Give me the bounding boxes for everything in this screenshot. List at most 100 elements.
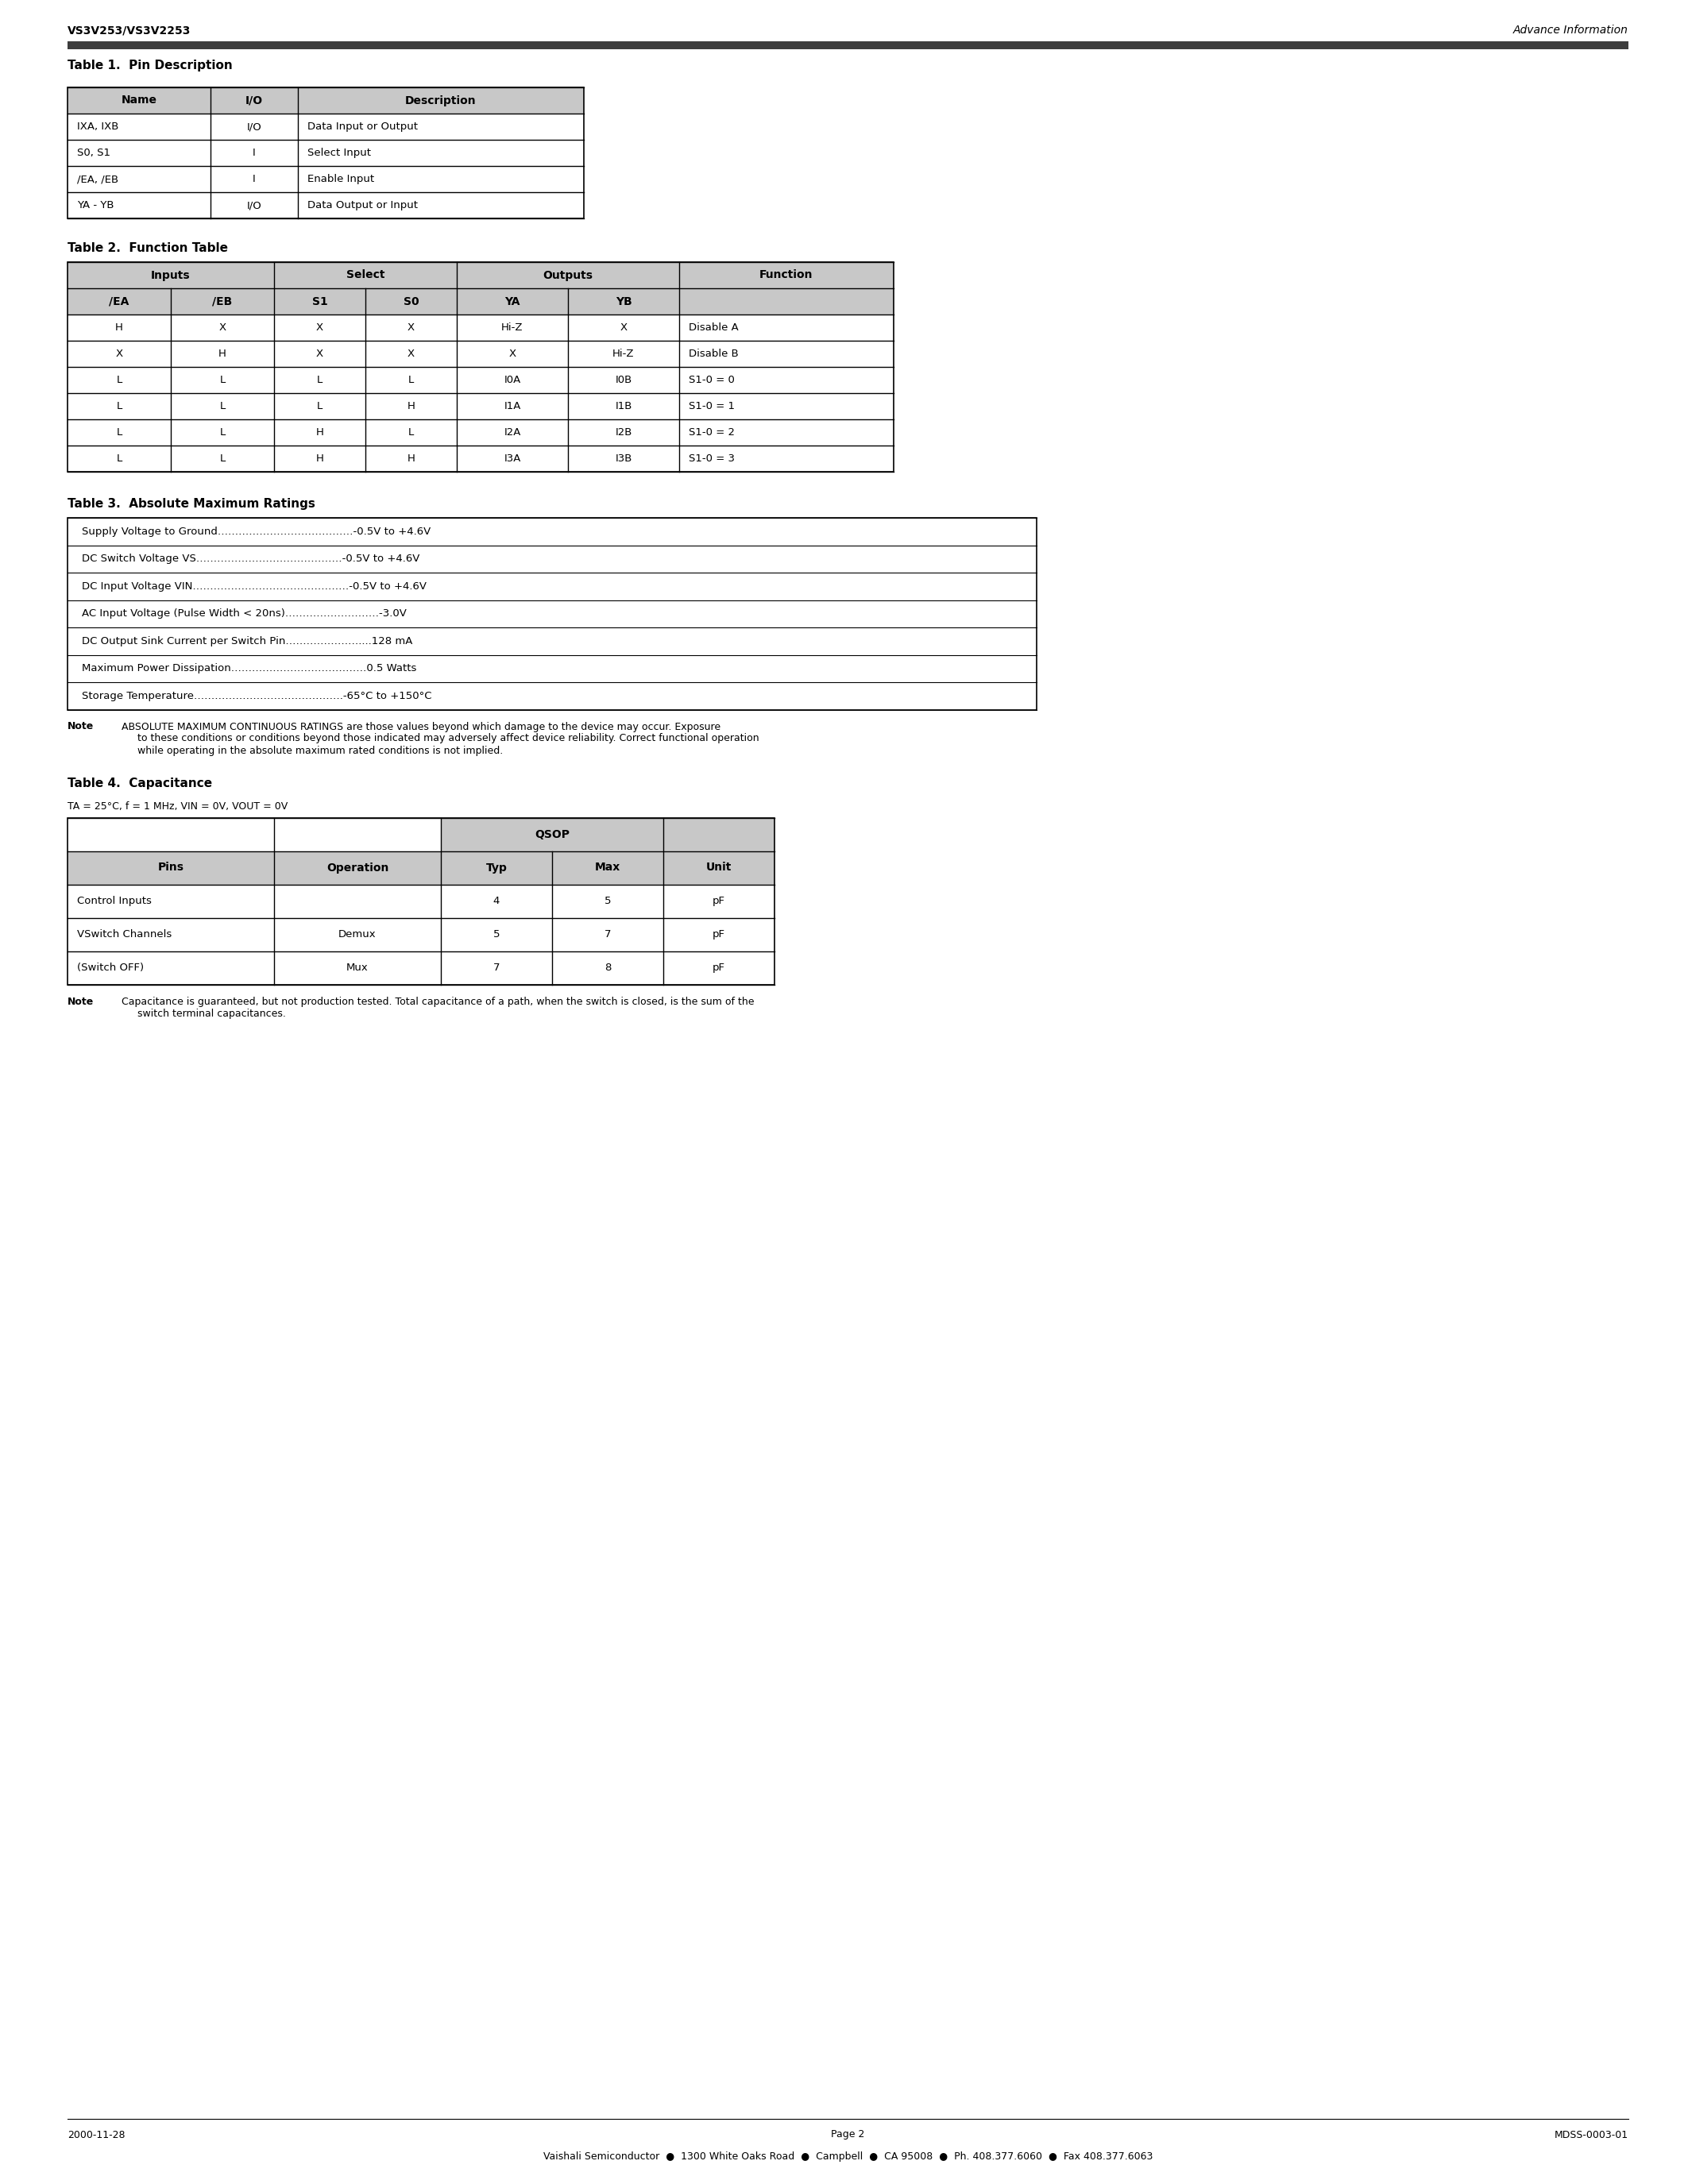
Text: Table 2.  Function Table: Table 2. Function Table: [68, 242, 228, 253]
Text: ABSOLUTE MAXIMUM CONTINUOUS RATINGS are those values beyond which damage to the : ABSOLUTE MAXIMUM CONTINUOUS RATINGS are …: [115, 721, 760, 756]
Text: Outputs: Outputs: [544, 269, 592, 282]
Text: Inputs: Inputs: [152, 269, 191, 282]
Text: Select: Select: [346, 269, 385, 282]
Text: Hi-Z: Hi-Z: [613, 349, 635, 358]
Text: X: X: [115, 349, 123, 358]
Bar: [679, 262, 893, 288]
Text: S0: S0: [403, 295, 419, 308]
Text: I3B: I3B: [614, 454, 631, 463]
Text: I: I: [253, 149, 255, 157]
Text: L: L: [219, 428, 225, 437]
Text: I/O: I/O: [246, 201, 262, 210]
Text: Select Input: Select Input: [307, 149, 371, 157]
Text: Operation: Operation: [326, 863, 388, 874]
Text: L: L: [317, 376, 322, 384]
Text: H: H: [316, 428, 324, 437]
Text: S1-0 = 2: S1-0 = 2: [689, 428, 734, 437]
Text: DC Input Voltage VIN………………………………………-0.5V to +4.6V: DC Input Voltage VIN………………………………………-0.5V…: [81, 581, 427, 592]
Bar: [68, 87, 584, 114]
Bar: [68, 852, 775, 885]
Text: H: H: [115, 323, 123, 332]
Text: L: L: [116, 402, 122, 411]
Text: S1-0 = 0: S1-0 = 0: [689, 376, 734, 384]
Text: L: L: [408, 376, 414, 384]
Text: Supply Voltage to Ground…………………………………-0.5V to +4.6V: Supply Voltage to Ground…………………………………-0.…: [81, 526, 430, 537]
Text: Description: Description: [405, 94, 476, 107]
Text: Storage Temperature…………………………………….-65°C to +150°C: Storage Temperature…………………………………….-65°C …: [81, 690, 432, 701]
Text: H: H: [407, 454, 415, 463]
Text: Control Inputs: Control Inputs: [78, 895, 152, 906]
Text: 8: 8: [604, 963, 611, 972]
Text: pF: pF: [712, 928, 726, 939]
Text: Maximum Power Dissipation…………………………………0.5 Watts: Maximum Power Dissipation…………………………………0.…: [81, 664, 417, 673]
Text: L: L: [219, 454, 225, 463]
Text: I1B: I1B: [614, 402, 631, 411]
Text: Page 2: Page 2: [830, 2129, 864, 2140]
Text: Hi-Z: Hi-Z: [501, 323, 523, 332]
Text: L: L: [116, 428, 122, 437]
Text: Disable B: Disable B: [689, 349, 739, 358]
Bar: [68, 262, 273, 288]
Text: H: H: [316, 454, 324, 463]
Text: Name: Name: [122, 94, 157, 107]
Text: YA - YB: YA - YB: [78, 201, 115, 210]
Text: X: X: [316, 323, 324, 332]
Text: 7: 7: [604, 928, 611, 939]
Text: Disable A: Disable A: [689, 323, 739, 332]
Text: L: L: [116, 454, 122, 463]
Text: VSwitch Channels: VSwitch Channels: [78, 928, 172, 939]
Text: YB: YB: [616, 295, 631, 308]
Text: MDSS-0003-01: MDSS-0003-01: [1555, 2129, 1629, 2140]
Text: QSOP: QSOP: [535, 828, 569, 841]
Text: 7: 7: [493, 963, 500, 972]
Text: X: X: [619, 323, 628, 332]
Text: I2B: I2B: [614, 428, 631, 437]
Text: (Switch OFF): (Switch OFF): [78, 963, 143, 972]
Text: TA = 25°C, f = 1 MHz, VIN = 0V, VOUT = 0V: TA = 25°C, f = 1 MHz, VIN = 0V, VOUT = 0…: [68, 802, 287, 810]
Text: Data Input or Output: Data Input or Output: [307, 122, 419, 131]
Text: I: I: [253, 175, 255, 183]
Text: /EA: /EA: [110, 295, 130, 308]
Text: Unit: Unit: [706, 863, 733, 874]
Bar: [68, 41, 1629, 50]
Text: I1A: I1A: [503, 402, 522, 411]
Bar: [68, 817, 775, 985]
Text: Table 4.  Capacitance: Table 4. Capacitance: [68, 778, 213, 788]
Text: 5: 5: [604, 895, 611, 906]
Text: I0B: I0B: [614, 376, 631, 384]
Text: Vaishali Semiconductor  ●  1300 White Oaks Road  ●  Campbell  ●  CA 95008  ●  Ph: Vaishali Semiconductor ● 1300 White Oaks…: [544, 2151, 1153, 2162]
Text: X: X: [407, 323, 415, 332]
Text: Capacitance is guaranteed, but not production tested. Total capacitance of a pat: Capacitance is guaranteed, but not produ…: [115, 996, 755, 1018]
Text: H: H: [407, 402, 415, 411]
Text: X: X: [219, 323, 226, 332]
Text: YA: YA: [505, 295, 520, 308]
Text: DC Switch Voltage VS……………………………………-0.5V to +4.6V: DC Switch Voltage VS……………………………………-0.5V …: [81, 555, 420, 563]
Text: Demux: Demux: [339, 928, 376, 939]
Text: /EB: /EB: [213, 295, 233, 308]
Text: S1: S1: [312, 295, 327, 308]
Bar: [68, 262, 893, 472]
Bar: [68, 87, 584, 218]
Text: Note: Note: [68, 721, 95, 732]
Text: Note: Note: [68, 996, 95, 1007]
Text: 5: 5: [493, 928, 500, 939]
Text: Function: Function: [760, 269, 814, 282]
Text: L: L: [219, 402, 225, 411]
Text: Advance Information: Advance Information: [1514, 24, 1629, 35]
Text: /EA, /EB: /EA, /EB: [78, 175, 118, 183]
Bar: [273, 262, 457, 288]
Text: H: H: [218, 349, 226, 358]
Text: L: L: [317, 402, 322, 411]
Text: Pins: Pins: [157, 863, 184, 874]
Text: DC Output Sink Current per Switch Pin…………………....128 mA: DC Output Sink Current per Switch Pin…………: [81, 636, 412, 646]
Text: I/O: I/O: [246, 122, 262, 131]
Bar: [457, 262, 679, 288]
Text: X: X: [508, 349, 517, 358]
Text: I0A: I0A: [505, 376, 522, 384]
Text: I/O: I/O: [245, 94, 263, 107]
Text: S1-0 = 1: S1-0 = 1: [689, 402, 734, 411]
Text: X: X: [316, 349, 324, 358]
Text: Typ: Typ: [486, 863, 506, 874]
Bar: [68, 518, 1036, 710]
Text: Table 1.  Pin Description: Table 1. Pin Description: [68, 59, 233, 72]
